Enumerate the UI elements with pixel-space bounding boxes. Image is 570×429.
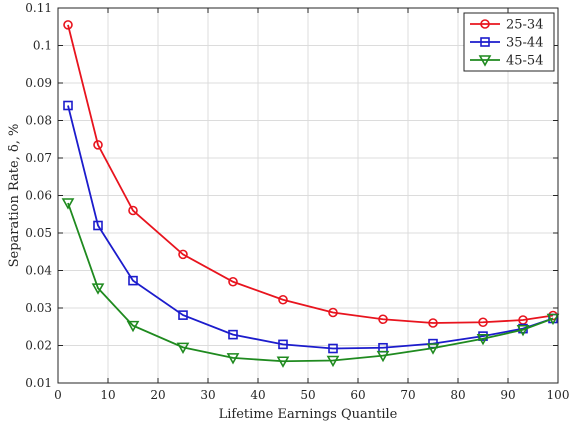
data-point [63, 100, 73, 111]
x-tick-label: 60 [350, 388, 365, 402]
y-tick-label: 0.02 [25, 339, 52, 353]
series-25-34 [63, 20, 558, 328]
legend-marker [478, 55, 492, 67]
data-point [546, 313, 560, 326]
data-point [328, 307, 338, 318]
series-45-54 [61, 198, 560, 368]
y-tick-label: 0.05 [25, 226, 52, 240]
legend-marker [480, 37, 490, 47]
legend-item: 25-34 [470, 18, 543, 33]
x-tick-label: 100 [547, 388, 570, 402]
data-point [178, 249, 188, 260]
data-point [178, 310, 188, 320]
legend-item: 45-54 [470, 54, 543, 69]
data-point [328, 343, 338, 354]
data-point [228, 329, 238, 340]
x-tick-label: 10 [100, 388, 115, 402]
data-point [93, 220, 103, 231]
data-point [91, 283, 105, 295]
data-point [128, 275, 138, 286]
data-point [276, 356, 290, 368]
data-point [478, 317, 488, 328]
series-line [67, 24, 554, 324]
series-line [67, 105, 554, 350]
legend-label: 25-34 [506, 18, 543, 33]
data-point [376, 350, 390, 363]
legend-item: 35-44 [470, 36, 543, 51]
data-point [476, 333, 490, 346]
data-point [226, 353, 240, 365]
series-line [67, 202, 554, 363]
x-tick-label: 50 [300, 388, 315, 402]
data-point [378, 314, 388, 325]
x-tick-label: 80 [450, 388, 465, 402]
y-tick-label: 0.04 [25, 264, 52, 278]
y-tick-label: 0.06 [25, 189, 52, 203]
tick-labels: 0 10 20 30 40 50 60 70 80 90 100 0.01 0.02 0.03 0.04 0.… [25, 1, 569, 402]
data-point [61, 198, 75, 210]
x-tick-label: 90 [500, 388, 515, 402]
data-point [176, 342, 190, 355]
x-tick-label: 20 [150, 388, 165, 402]
y-axis-label: Separation Rate, δ, % [7, 124, 22, 268]
x-tick-label: 30 [200, 388, 215, 402]
x-tick-label: 70 [400, 388, 415, 402]
data-point [516, 324, 530, 337]
data-point [278, 294, 288, 305]
x-axis-label: Lifetime Earnings Quantile [219, 407, 398, 422]
y-tick-label: 0.01 [25, 376, 52, 390]
y-tick-label: 0.03 [25, 301, 52, 315]
data-point [278, 339, 288, 350]
data-point [426, 343, 440, 355]
data-point [126, 320, 140, 333]
grid [58, 8, 558, 383]
ticks [57, 7, 559, 384]
data-point [128, 205, 138, 216]
y-tick-label: 0.09 [25, 76, 52, 90]
y-tick-label: 0.1 [33, 39, 52, 53]
series-35-44 [63, 100, 558, 354]
data-point [326, 355, 340, 368]
legend-label: 35-44 [506, 36, 543, 51]
x-tick-label: 0 [54, 388, 62, 402]
data-point [63, 20, 73, 30]
x-tick-label: 40 [250, 388, 265, 402]
y-tick-label: 0.07 [25, 151, 52, 165]
legend-marker [480, 19, 490, 29]
y-tick-label: 0.11 [25, 1, 52, 15]
legend: 25-34 35-44 45-54 [463, 12, 555, 72]
legend-label: 45-54 [506, 54, 543, 69]
series-layer [61, 20, 560, 368]
data-point [228, 276, 238, 287]
data-point [428, 318, 438, 328]
data-point [93, 140, 103, 150]
y-tick-label: 0.08 [25, 114, 52, 128]
